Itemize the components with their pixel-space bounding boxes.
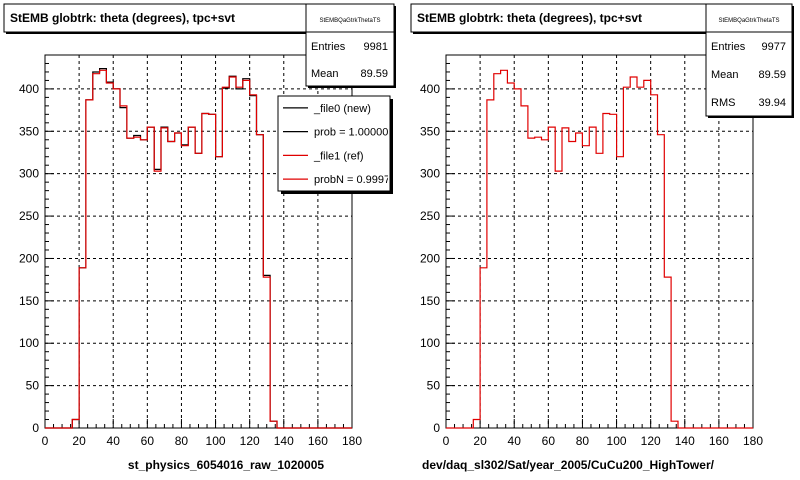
plot-area (445, 54, 754, 429)
stats-value: 9981 (364, 41, 388, 53)
y-tick-label: 150 (19, 294, 39, 308)
y-tick-label: 100 (19, 336, 39, 350)
y-tick-label: 100 (420, 336, 440, 350)
x-tick-label: 140 (274, 434, 294, 448)
y-tick-label: 250 (19, 209, 39, 223)
legend-label: prob = 1.000000 (314, 127, 394, 139)
y-tick-label: 350 (19, 124, 39, 138)
legend-label: probN = 0.99974 (314, 174, 396, 186)
y-tick-label: 0 (32, 421, 39, 435)
stats-label: RMS (711, 97, 735, 109)
x-tick-label: 20 (473, 434, 487, 448)
y-tick-label: 0 (433, 421, 440, 435)
x-tick-label: 40 (107, 434, 121, 448)
y-tick-label: 200 (19, 251, 39, 265)
stats-label: Mean (311, 68, 339, 80)
x-tick-label: 120 (641, 434, 661, 448)
x-tick-label: 80 (576, 434, 590, 448)
y-tick-label: 150 (420, 294, 440, 308)
y-tick-label: 400 (19, 82, 39, 96)
stats-value: 39.94 (758, 97, 786, 109)
x-tick-label: 140 (675, 434, 695, 448)
x-tick-label: 180 (342, 434, 362, 448)
y-tick-label: 400 (420, 82, 440, 96)
stats-box (705, 3, 793, 117)
stats-box (305, 3, 395, 87)
legend: _file0 (new) prob = 1.000000 _file1 (ref) p… (283, 103, 396, 186)
y-tick-label: 300 (420, 167, 440, 181)
x-tick-label: 0 (42, 434, 49, 448)
x-tick-label: 120 (240, 434, 260, 448)
histogram-panel-1: 0 50 100 150 200 250 300 350 400 0 20 40 60 80 100 120 1… (3, 3, 396, 472)
stats-name: StEMBQaGtrkThetaTS (718, 18, 779, 24)
histogram-series-2 (45, 69, 352, 429)
title-box (3, 3, 307, 33)
legend-box (277, 95, 391, 192)
x-tick-label: 60 (141, 434, 155, 448)
x-tick-label: 80 (175, 434, 189, 448)
x-tick-label: 160 (308, 434, 328, 448)
x-axis-label: st_physics_6054016_raw_1020005 (128, 458, 324, 472)
stats-label: Entries (311, 41, 346, 53)
stats-label: Entries (711, 41, 746, 53)
histogram-series-1 (446, 69, 753, 429)
y-tick-label: 50 (26, 379, 40, 393)
legend-label: _file0 (new) (313, 103, 371, 115)
x-tick-label: 0 (443, 434, 450, 448)
y-tick-label: 250 (420, 209, 440, 223)
stats-name: StEMBQaGtrkThetaTS (319, 18, 380, 24)
chart-title: StEMB globtrk: theta (degrees), tpc+svt (417, 11, 642, 25)
y-tick-label: 350 (420, 124, 440, 138)
title-box (410, 3, 707, 33)
x-tick-label: 20 (72, 434, 86, 448)
stats-value: 89.59 (360, 68, 388, 80)
y-tick-label: 200 (420, 251, 440, 265)
x-tick-label: 180 (743, 434, 763, 448)
stats-label: Mean (711, 69, 739, 81)
stats-value: 9977 (762, 41, 786, 53)
x-tick-label: 100 (206, 434, 226, 448)
y-tick-label: 300 (19, 167, 39, 181)
chart-title: StEMB globtrk: theta (degrees), tpc+svt (10, 11, 235, 25)
x-tick-label: 160 (709, 434, 729, 448)
x-tick-label: 40 (508, 434, 522, 448)
histogram-panel-2: 0 50 100 150 200 250 300 350 400 0 20 40 60 80 100 120 1… (410, 3, 794, 472)
x-tick-label: 100 (607, 434, 627, 448)
x-axis-label: dev/daq_sl302/Sat/year_2005/CuCu200_High… (422, 458, 715, 472)
x-tick-label: 60 (542, 434, 556, 448)
y-tick-label: 50 (427, 379, 441, 393)
legend-label: _file1 (ref) (313, 150, 364, 162)
stats-value: 89.59 (758, 69, 786, 81)
